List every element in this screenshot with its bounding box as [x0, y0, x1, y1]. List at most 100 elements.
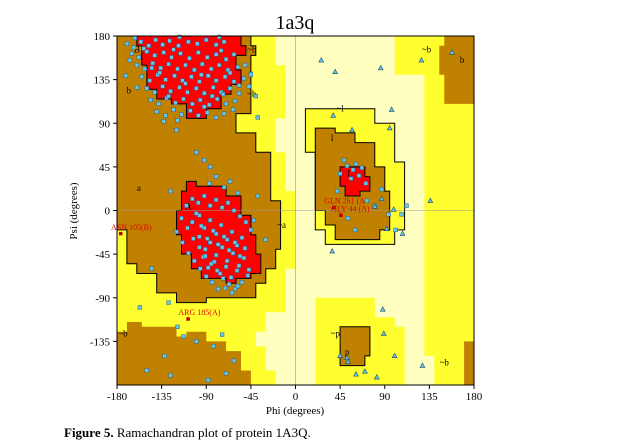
residue-point [166, 61, 171, 67]
residue-point [169, 55, 174, 60]
allowed-region-bottom [117, 322, 251, 385]
residue-point [167, 38, 172, 43]
residue-point [214, 78, 219, 83]
residue-point [345, 216, 351, 221]
glycine-point [330, 112, 337, 118]
residue-point [209, 261, 214, 266]
region-label: ~a [277, 220, 286, 230]
residue-point [363, 181, 369, 186]
residue-point [232, 98, 238, 104]
region-label: B [134, 45, 140, 55]
residue-point [399, 212, 404, 217]
residue-point [203, 247, 208, 252]
residue-point [206, 265, 211, 270]
residue-point [229, 290, 235, 296]
residue-point [186, 39, 191, 44]
residue-point [221, 234, 227, 239]
residue-point [229, 229, 235, 234]
residue-point [214, 42, 219, 47]
glycine-point [353, 371, 359, 377]
residue-point [210, 280, 215, 285]
residue-point [136, 55, 141, 60]
residue-point [206, 73, 211, 78]
residue-point [204, 274, 209, 279]
residue-point [243, 219, 249, 225]
residue-point [237, 214, 243, 219]
glycine-point [390, 206, 397, 212]
residue-point [207, 102, 212, 107]
residue-point [236, 91, 242, 96]
caption-label: Figure 5. [64, 425, 114, 440]
x-tick-label: -135 [152, 391, 173, 403]
residue-point [175, 324, 180, 329]
allowed-outline-l [314, 127, 391, 241]
residue-point [176, 43, 181, 48]
residue-point [215, 268, 220, 273]
residue-point [194, 211, 199, 216]
region-label: l [331, 133, 334, 143]
region-label: b [127, 85, 132, 95]
residue-point [194, 86, 199, 91]
residue-point [132, 35, 137, 41]
residue-point [174, 127, 179, 133]
residue-point [207, 181, 212, 186]
residue-point [129, 51, 135, 56]
residue-point [199, 223, 204, 229]
residue-point [209, 66, 214, 72]
glycine-point [329, 247, 336, 254]
outlier-point [118, 231, 123, 236]
residue-point [235, 190, 241, 196]
outlier-point [339, 213, 343, 217]
residue-point [175, 118, 180, 123]
residue-point [134, 62, 139, 68]
residue-point [228, 275, 234, 280]
residue-point [190, 196, 195, 202]
residue-point [205, 55, 210, 60]
residue-point [160, 84, 165, 89]
residue-point [214, 115, 219, 120]
residue-point [171, 107, 176, 112]
residue-point [239, 235, 245, 240]
residue-point [226, 282, 232, 287]
residue-point [216, 62, 222, 68]
residue-point [150, 60, 155, 66]
allowed-outline-p [339, 326, 371, 367]
residue-point [196, 200, 201, 205]
residue-point [359, 165, 365, 170]
residue-point [134, 85, 139, 90]
chart-title: 1a3q [276, 12, 315, 34]
residue-point [220, 276, 226, 281]
residue-point [174, 229, 179, 234]
residue-point [163, 77, 168, 82]
residue-point [147, 78, 152, 83]
residue-point [216, 34, 222, 40]
x-tick-label: 90 [379, 391, 391, 403]
residue-point [200, 61, 205, 67]
residue-point [168, 89, 173, 94]
x-axis-label: Phi (degrees) [266, 405, 325, 417]
region-label: b [460, 55, 465, 65]
residue-point [171, 47, 176, 52]
residue-point [211, 228, 216, 234]
data-points [123, 34, 456, 383]
residue-point [226, 248, 232, 253]
residue-point [161, 119, 166, 124]
residue-point [231, 208, 237, 213]
residue-point [219, 245, 225, 250]
favoured-region-L [340, 166, 370, 196]
residue-point [216, 242, 221, 247]
residue-point [178, 51, 183, 56]
residue-point [124, 41, 130, 46]
glycine-point [380, 330, 387, 336]
residue-point [350, 167, 356, 172]
residue-point [248, 72, 254, 77]
residue-point [166, 93, 171, 99]
region-label: ~b [247, 45, 257, 55]
residue-point [217, 271, 223, 276]
residue-point [194, 339, 199, 344]
residue-point [154, 109, 159, 114]
x-tick-label: -45 [244, 391, 259, 403]
residue-point [335, 188, 340, 194]
residue-point [232, 286, 238, 292]
